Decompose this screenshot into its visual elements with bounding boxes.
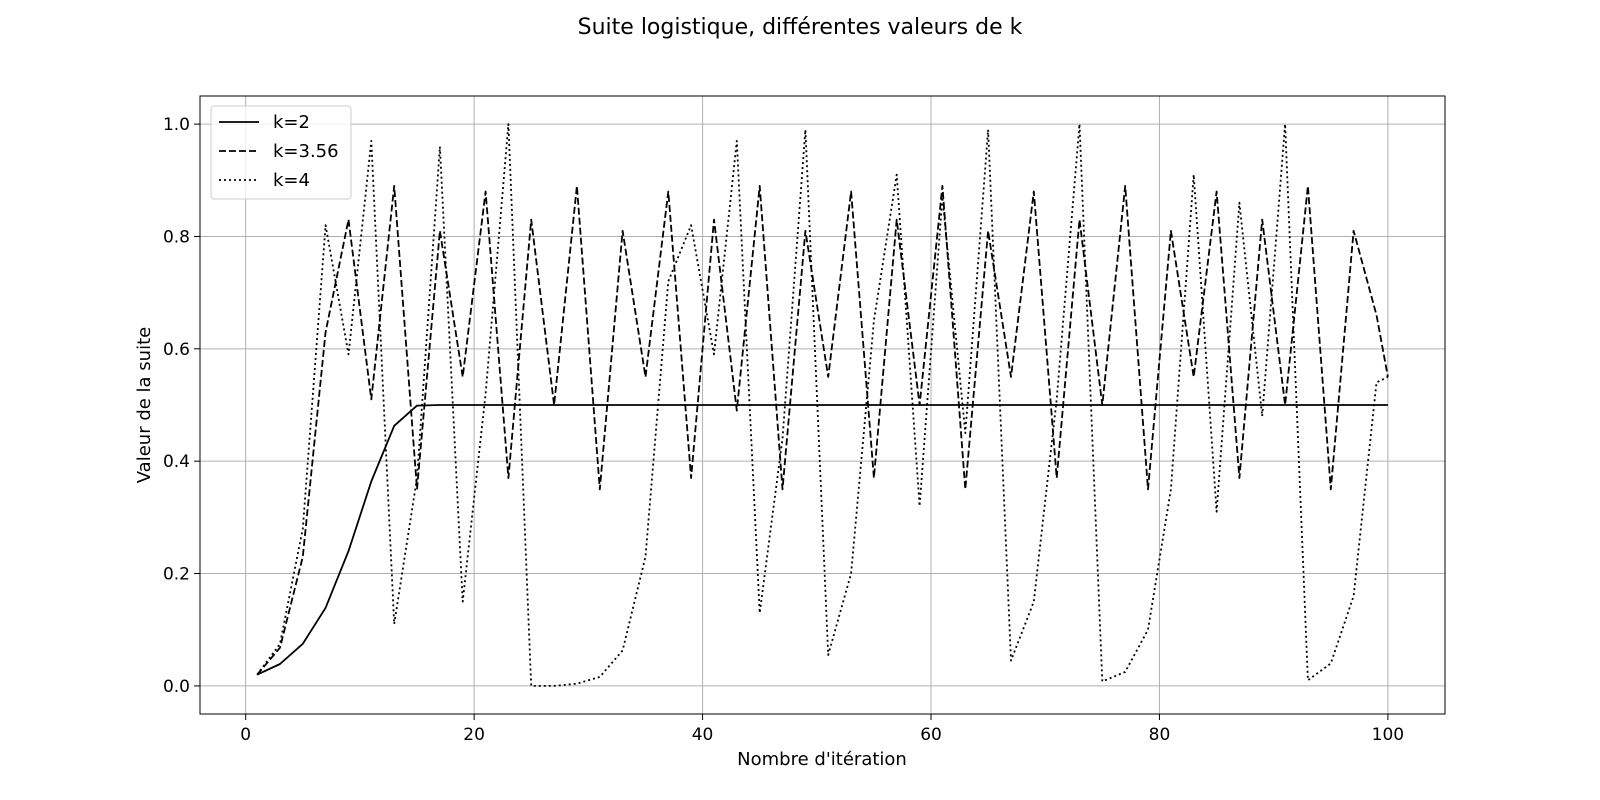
legend: k=2 k=3.56 k=4 (210, 105, 352, 200)
x-tick-label: 100 (1372, 725, 1404, 745)
series-line-0 (256, 404, 1388, 676)
legend-label-k2: k=2 (273, 112, 310, 133)
ticks: 0 20 40 60 80 100 0.0 0.2 0.4 0.6 0.8 1.0 (163, 115, 1404, 745)
y-axis-label: Valeur de la suite (134, 327, 155, 483)
x-axis-label: Nombre d'itération (737, 749, 907, 770)
legend-label-k356: k=3.56 (273, 141, 339, 162)
x-tick-label: 80 (1149, 725, 1171, 745)
x-tick-label: 60 (920, 725, 942, 745)
x-tick-label: 0 (240, 725, 251, 745)
plot-frame (199, 95, 1446, 715)
y-tick-label: 0.6 (163, 340, 190, 360)
series-layer (256, 123, 1389, 687)
legend-label-k4: k=4 (273, 170, 310, 191)
chart-title: Suite logistique, différentes valeurs de… (578, 15, 1023, 40)
y-tick-label: 0.0 (163, 677, 190, 697)
y-tick-label: 0.4 (163, 452, 190, 472)
y-tick-label: 0.8 (163, 227, 190, 247)
series-line-2 (256, 123, 1389, 687)
legend-box (210, 105, 352, 200)
y-tick-label: 0.2 (163, 565, 190, 585)
series-line-1 (256, 184, 1389, 676)
x-tick-label: 20 (463, 725, 485, 745)
x-tick-label: 40 (692, 725, 714, 745)
y-tick-label: 1.0 (163, 115, 190, 135)
